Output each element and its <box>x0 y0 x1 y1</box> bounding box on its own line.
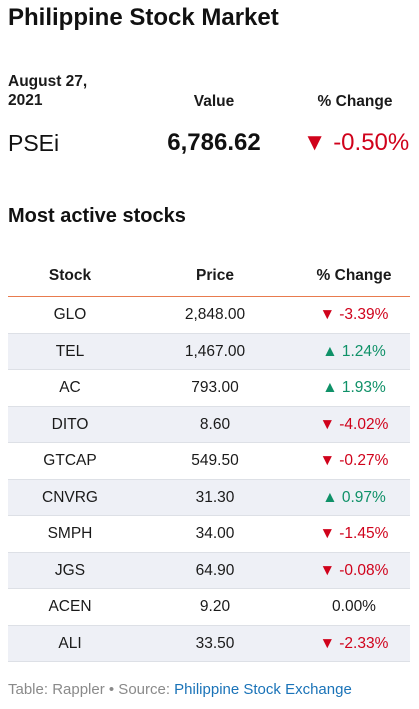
stock-change: 0.00% <box>298 598 410 616</box>
stock-change: ▼ -1.45% <box>298 525 410 543</box>
up-arrow-icon: ▲ <box>322 379 342 396</box>
up-arrow-icon: ▲ <box>322 342 342 360</box>
date-label: August 27, 2021 <box>8 73 88 109</box>
section-title: Most active stocks <box>8 205 186 227</box>
stock-symbol: GLO <box>53 306 87 323</box>
stock-change-value: 0.00% <box>332 598 376 615</box>
down-arrow-icon: ▼ <box>319 561 340 579</box>
index-value: 6,786.62 <box>167 129 261 156</box>
down-arrow-icon: ▼ <box>319 525 340 542</box>
stock-change: ▼ -0.08% <box>298 562 410 580</box>
page-title: Philippine Stock Market <box>8 4 279 31</box>
table-row: JGS 64.90 ▼ -0.08% <box>8 552 410 589</box>
stock-symbol: TEL <box>55 342 85 360</box>
stock-symbol: AC <box>59 379 81 396</box>
stock-symbol: ALI <box>58 634 82 652</box>
change-header: % Change <box>317 93 393 110</box>
value-header: Value <box>193 93 235 110</box>
table-row: ACEN 9.20 0.00% <box>8 589 410 626</box>
index-change-value: -0.50% <box>333 129 410 156</box>
stock-change: ▼ -2.33% <box>298 635 410 653</box>
stock-change-value: -1.45% <box>339 525 389 542</box>
stock-price: 549.50 <box>191 452 239 469</box>
stock-change: ▲ 0.97% <box>298 489 410 507</box>
stock-change: ▼ -4.02% <box>298 416 410 434</box>
column-header-price: Price <box>196 267 234 284</box>
stocks-table: Stock Price % Change GLO 2,848.00 ▼ -3.39%… <box>8 258 410 662</box>
index-name: PSEi <box>8 130 60 156</box>
stock-change-value: -4.02% <box>339 415 389 433</box>
stock-change: ▲ 1.93% <box>298 379 410 397</box>
table-row: TEL 1,467.00 ▲ 1.24% <box>8 333 410 370</box>
table-row: CNVRG 31.30 ▲ 0.97% <box>8 479 410 516</box>
stock-change-value: 1.93% <box>341 379 386 396</box>
stock-change-value: 0.97% <box>341 488 386 506</box>
summary-header: August 27, 2021 Value % Change <box>0 72 419 116</box>
column-header-stock: Stock <box>48 267 92 284</box>
up-arrow-icon: ▲ <box>322 488 342 506</box>
stock-change-value: -0.27% <box>339 452 389 469</box>
source-link[interactable]: Philippine Stock Exchange <box>174 681 352 698</box>
stock-change-value: 1.24% <box>341 342 386 360</box>
stock-symbol: JGS <box>54 561 86 579</box>
stock-change-value: -0.08% <box>339 561 389 579</box>
stock-symbol: DITO <box>51 415 89 433</box>
stock-price: 793.00 <box>191 379 239 396</box>
stock-price: 1,467.00 <box>184 342 246 360</box>
stock-price: 34.00 <box>195 525 235 542</box>
stock-change-value: -2.33% <box>339 634 389 652</box>
stock-price: 9.20 <box>199 598 231 615</box>
table-row: SMPH 34.00 ▼ -1.45% <box>8 516 410 553</box>
stock-symbol: SMPH <box>47 525 93 542</box>
stock-symbol: CNVRG <box>42 488 98 506</box>
table-row: GTCAP 549.50 ▼ -0.27% <box>8 443 410 480</box>
stock-price: 8.60 <box>199 415 231 433</box>
stock-change: ▼ -0.27% <box>298 452 410 470</box>
stock-price: 2,848.00 <box>184 306 246 323</box>
table-row: ALI 33.50 ▼ -2.33% <box>8 625 410 662</box>
stock-price: 64.90 <box>195 561 235 579</box>
stock-change: ▼ -3.39% <box>298 306 410 324</box>
down-arrow-icon: ▼ <box>319 634 340 652</box>
down-arrow-icon: ▼ <box>319 452 340 469</box>
down-arrow-icon: ▼ <box>319 415 340 433</box>
table-header: Stock Price % Change <box>8 258 410 297</box>
stock-change: ▲ 1.24% <box>298 343 410 361</box>
table-row: AC 793.00 ▲ 1.93% <box>8 370 410 407</box>
down-arrow-icon: ▼ <box>302 129 327 156</box>
footer-prefix: Table: Rappler • Source: <box>8 681 175 698</box>
stock-price: 33.50 <box>195 634 235 652</box>
table-row: DITO 8.60 ▼ -4.02% <box>8 406 410 443</box>
index-summary-row: PSEi 6,786.62 ▼ -0.50% <box>0 126 419 162</box>
table-body: GLO 2,848.00 ▼ -3.39% TEL 1,467.00 ▲ 1.24% AC 7… <box>8 297 410 662</box>
table-row: GLO 2,848.00 ▼ -3.39% <box>8 297 410 334</box>
stock-symbol: ACEN <box>48 598 92 615</box>
stock-change-value: -3.39% <box>339 306 389 323</box>
stock-price: 31.30 <box>195 488 235 506</box>
stock-symbol: GTCAP <box>43 452 97 469</box>
column-header-change: % Change <box>316 267 392 284</box>
index-change: ▼ -0.50% <box>296 129 416 157</box>
footer-credit: Table: Rappler • Source: Philippine Stoc… <box>8 681 352 698</box>
down-arrow-icon: ▼ <box>319 306 340 323</box>
